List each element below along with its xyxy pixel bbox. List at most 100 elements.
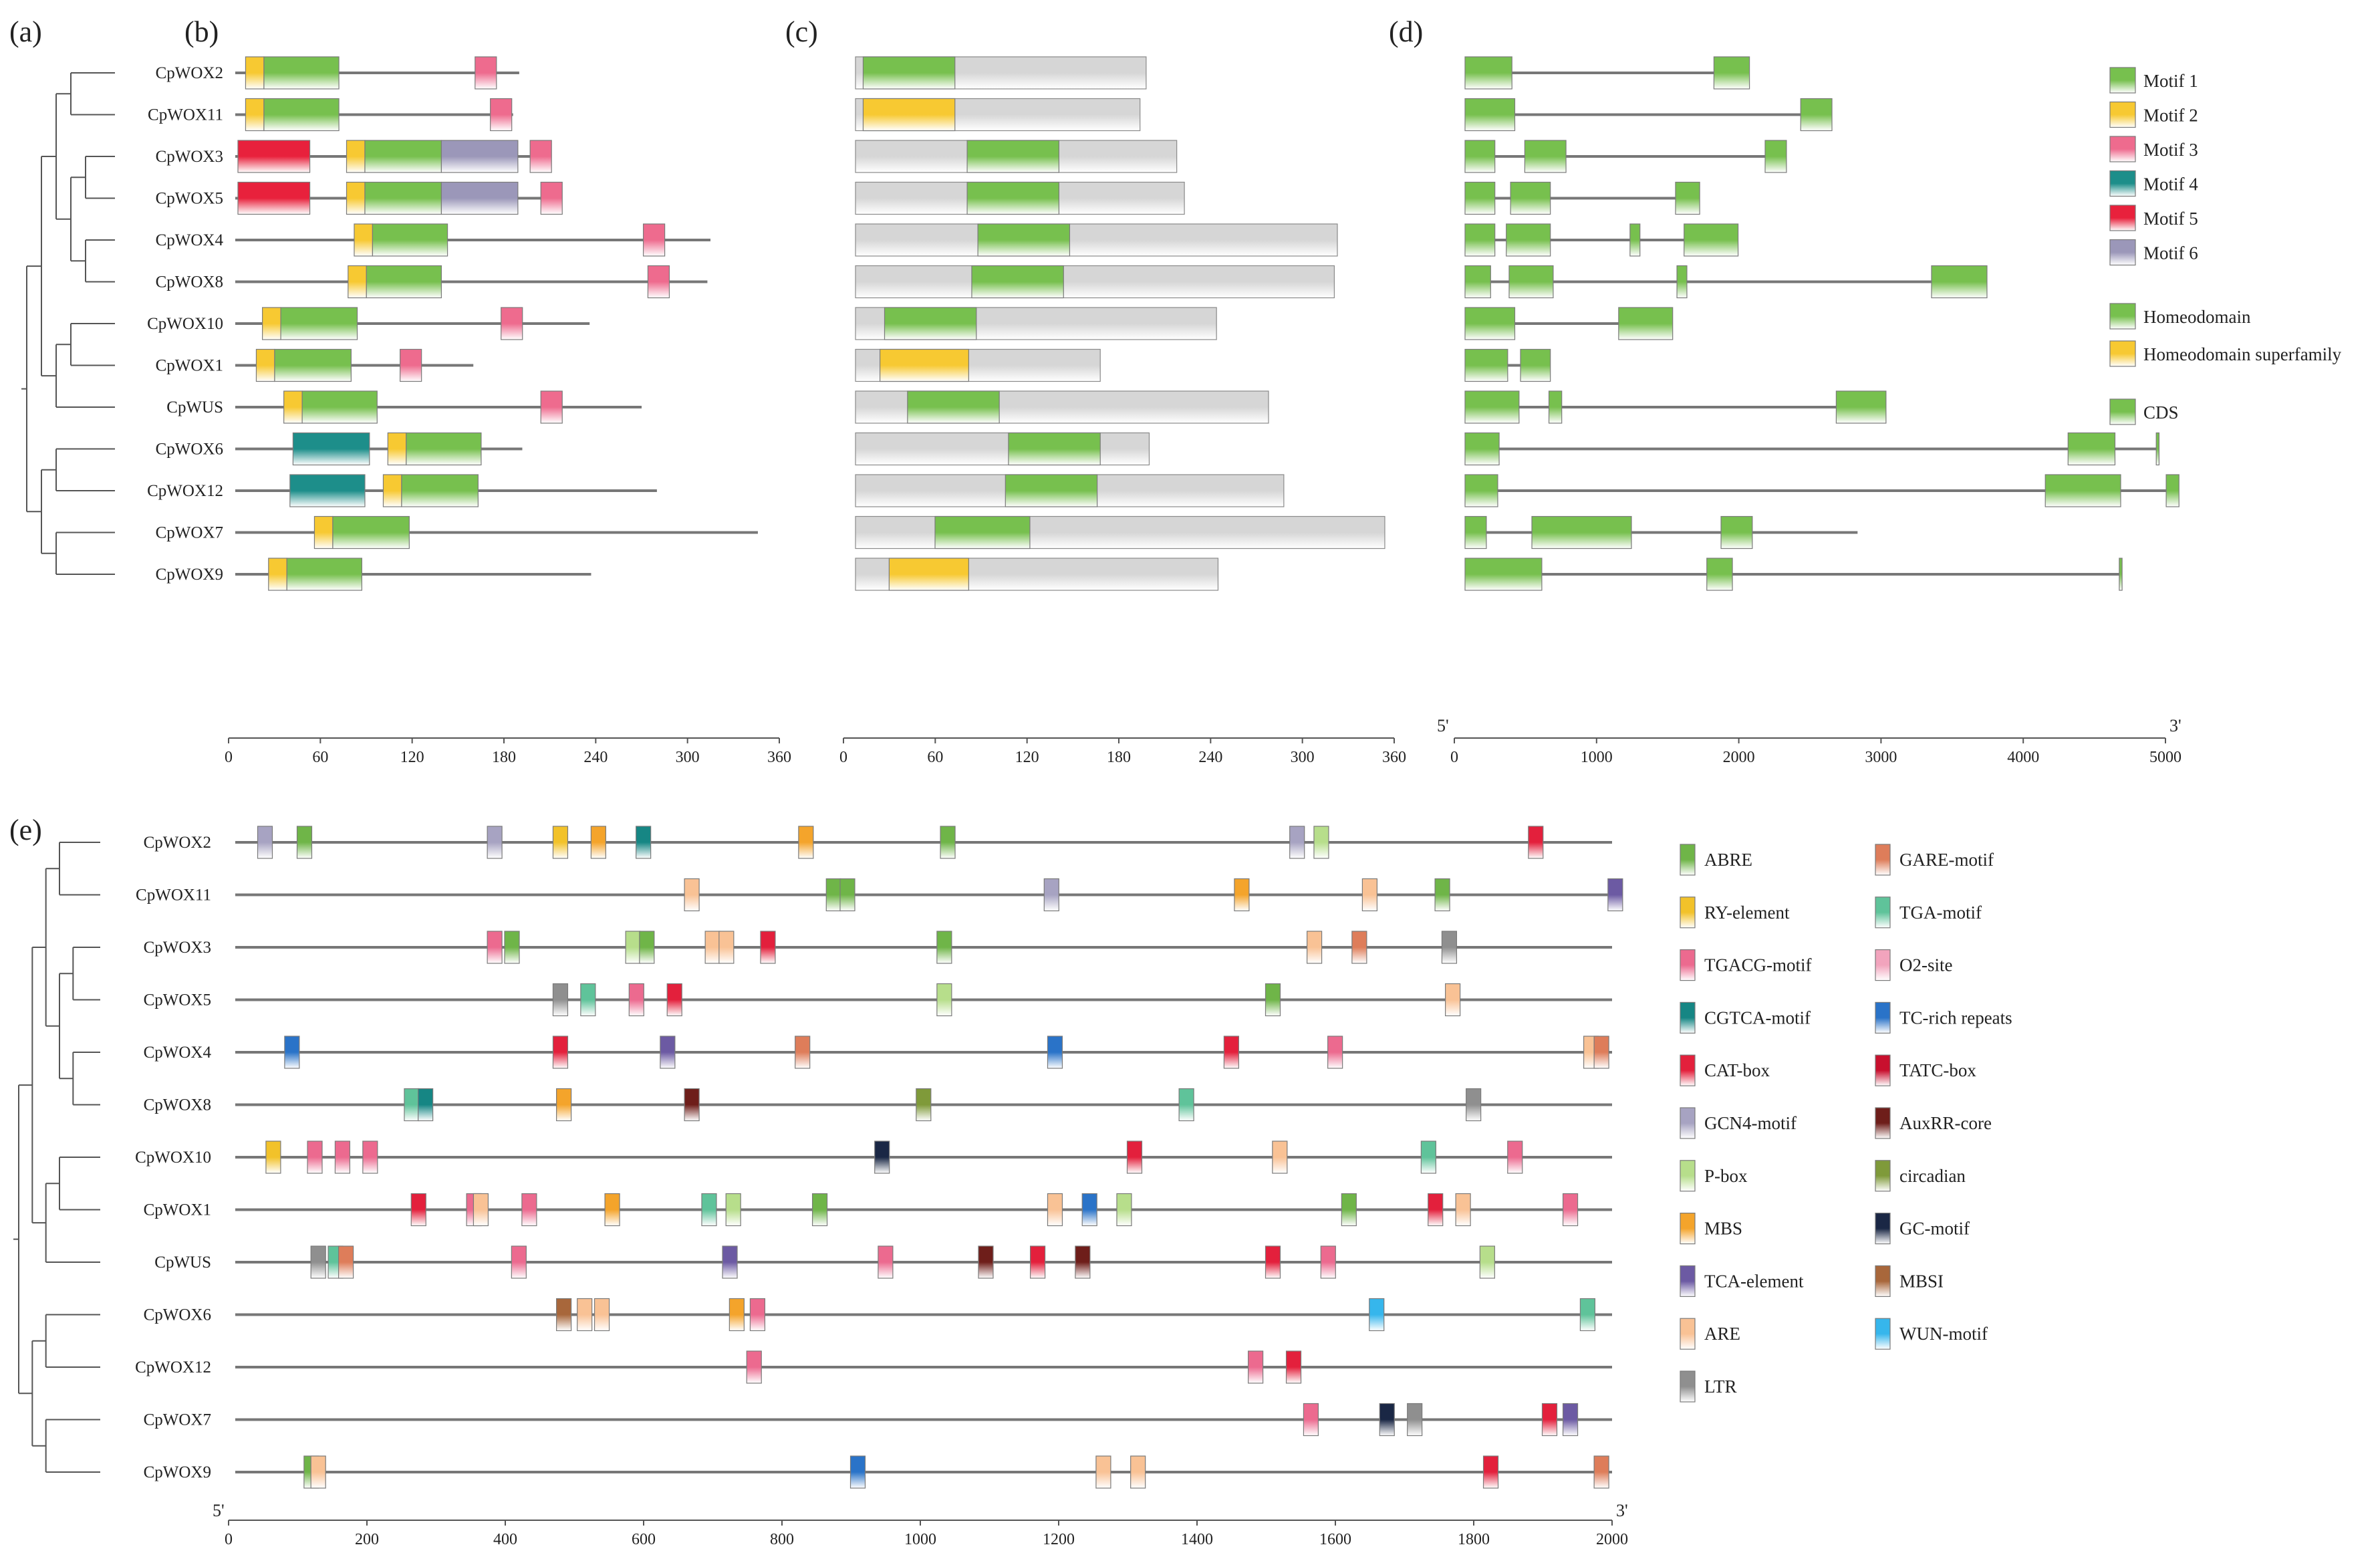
legend-tga-motif-swatch [1875,896,1891,929]
panel-c-tick-label: 300 [1291,749,1315,766]
panel-c-conserved-domains: 0 60 120 180 240 300 360 [839,56,1406,766]
cds-box [2067,432,2116,466]
motif-2-box [354,223,374,257]
motif-5-box [237,181,311,215]
cds-box [1464,265,1491,299]
cds-box [1706,558,1733,591]
cds-box [1506,223,1551,257]
panel-b-tick-label: 60 [312,749,328,766]
legend-cat-box-label: CAT-box [1704,1060,1770,1080]
cds-box [1464,558,1543,591]
element-tgacg-motif-box [511,1245,527,1279]
panel-e-cis-elements: CpWOX2 CpWOX11 CpWOX3 CpWOX5 CpWOX4 CpWOX8 CpW… [135,826,1628,1548]
motif-1-box [286,558,363,591]
motif-2-box [255,348,275,382]
panel-d-tick-label: 5000 [2149,749,2181,766]
element-tgacg-motif-box [362,1140,378,1174]
element-tca-element-box [1607,878,1623,912]
motif-2-box [283,390,303,424]
motif-4-box [292,432,370,466]
motif-1-box [280,307,358,340]
legend-tca-element-swatch [1680,1265,1696,1298]
element-ry-element-box [552,826,569,859]
motif-3-box [540,390,563,424]
cds-box [1629,223,1641,257]
element-tgacg-motif-box [628,983,644,1017]
element-tgacg-motif-box [334,1140,351,1174]
motif-2-box [245,98,265,132]
element-wun-motif-box [1369,1298,1385,1332]
motif-2-box [382,474,402,507]
element-tgacg-motif-box [746,1350,762,1384]
legend-are-label: ARE [1704,1324,1740,1344]
gene-label: CpWOX7 [144,1411,211,1429]
element-cat-box-box [1126,1140,1143,1174]
legend-tgacg-motif-label: TGACG-motif [1704,955,1811,975]
legend-cgtca-motif-swatch [1680,1001,1696,1034]
element-are-box [1361,878,1378,912]
legend-tga-motif-label: TGA-motif [1899,903,1982,923]
element-gare-motif-box [795,1036,811,1069]
legend-motif1-swatch [2109,67,2136,94]
panel-d-tick-label: 0 [1450,749,1458,766]
panel-label-d: (d) [1389,15,1423,48]
gene-label: CpWOX8 [144,1096,211,1114]
motif-1-box [366,265,442,299]
homeodomain-box [971,265,1064,299]
gene-label: CpWOX9 [144,1463,211,1481]
motif-1-box [301,390,378,424]
element-gcn4-motif-box [257,826,273,859]
element-tca-element-box [660,1036,676,1069]
legend-wun-motif-swatch [1875,1318,1891,1350]
motif-1-box [332,515,410,550]
panel-c-tick-label: 0 [839,749,847,766]
cds-box [1713,56,1750,90]
panel-c-tick-label: 120 [1015,749,1039,766]
homeodomain-superfamily-box [880,348,969,382]
element-gcn4-motif-box [487,826,503,859]
cds-box [1618,307,1674,340]
phylogenetic-tree-a [21,72,115,575]
motif-3-box [647,265,670,299]
legend-tatc-box-label: TATC-box [1899,1060,1976,1080]
element-p-box-box [625,931,641,964]
element-auxrr-core-box [1075,1245,1091,1279]
motif-2-box [245,56,265,90]
element-tgacg-motif-box [1327,1036,1343,1069]
element-ltr-box [310,1245,326,1279]
motif-domain-legend: Motif 1 Motif 2 Motif 3 Motif 4 Motif 5 Motif… [2109,67,2342,425]
element-tc-rich-repeats-box [1081,1193,1097,1227]
legend-motif6-label: Motif 6 [2143,243,2198,263]
element-cat-box-box [1528,826,1544,859]
element-tgacg-motif-box [1303,1403,1319,1437]
motif-3-box [642,223,666,257]
element-gare-motif-box [1593,1036,1609,1069]
motif-1-box [263,56,340,90]
element-tgacg-motif-box [749,1298,766,1332]
gene-label: CpWOX1 [156,357,223,375]
motif-1-box [406,432,482,466]
gene-label: CpWOX4 [144,1044,212,1062]
element-tca-element-box [1562,1403,1579,1437]
legend-homeodomain-superfamily-label: Homeodomain superfamily [2143,344,2342,364]
homeodomain-box [884,307,977,340]
cis-element-legend: ABRE RY-element TGACG-motif CGTCA-motif CAT-… [1680,844,2012,1403]
element-are-box [1095,1455,1111,1489]
element-tga-motif-box [1178,1088,1194,1122]
panel-e-tick-label: 600 [632,1531,656,1548]
legend-homeodomain-swatch [2109,303,2136,330]
legend-mbs-swatch [1680,1212,1696,1245]
element-mbsi-box [556,1298,572,1332]
panel-d-tick-label: 3000 [1865,749,1897,766]
element-mbs-box [556,1088,572,1122]
cds-box [1931,265,1988,299]
legend-ltr-swatch [1680,1370,1696,1403]
element-abre-box [1434,878,1450,912]
homeodomain-box [907,390,1000,424]
panel-d-gene-structure: 5' 3' 0 1000 2000 3000 4000 5000 [1437,56,2181,766]
homeodomain-box [934,515,1031,550]
homeodomain-superfamily-box [862,98,956,132]
legend-motif5-swatch [2109,205,2136,231]
legend-motif3-swatch [2109,136,2136,162]
